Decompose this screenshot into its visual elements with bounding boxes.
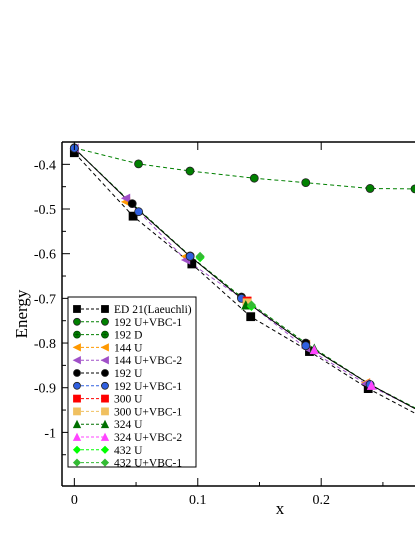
y-tick-label: -0.8 xyxy=(34,337,56,352)
y-tick-label: -0.6 xyxy=(34,248,56,263)
legend-entry: 144 U+VBC-2 xyxy=(72,355,182,367)
legend-entry: 192 U+VBC-1 xyxy=(73,317,182,329)
data-point xyxy=(185,251,195,261)
y-tick-label: -0.7 xyxy=(34,292,56,307)
legend-entry: 144 U xyxy=(72,342,143,354)
legend-entry: 300 U+VBC-1 xyxy=(73,406,182,418)
y-tick-label: -0.9 xyxy=(34,382,56,397)
data-point xyxy=(301,178,311,188)
data-point xyxy=(128,211,138,221)
x-tick-label: 0 xyxy=(71,493,78,508)
legend-label: 324 U xyxy=(114,419,143,431)
legend-entry: 192 U+VBC-1 xyxy=(73,381,182,393)
data-point xyxy=(134,207,144,217)
legend-label: 432 U xyxy=(114,445,143,457)
legend-entry: 300 U xyxy=(73,394,143,406)
series-curve xyxy=(74,147,415,190)
data-point xyxy=(185,166,195,176)
y-tick-label: -0.5 xyxy=(34,203,56,218)
data-point xyxy=(246,300,257,310)
legend-label: ED 21(Laeuchli) xyxy=(114,304,192,316)
data-point xyxy=(366,380,377,390)
legend-label: 144 U xyxy=(114,342,143,354)
legend-entry: 192 U xyxy=(73,368,143,380)
legend-entry: 324 U+VBC-2 xyxy=(72,432,182,444)
legend-entry: 432 U+VBC-1 xyxy=(72,458,182,470)
axes xyxy=(61,141,415,487)
x-axis-title: x xyxy=(276,499,285,518)
legend-label: 192 U xyxy=(114,368,143,380)
y-tick-label: -0.4 xyxy=(34,158,56,173)
data-point xyxy=(301,341,311,351)
legend-label: 192 D xyxy=(114,330,142,342)
data-point xyxy=(134,159,143,169)
y-axis-title: Energy xyxy=(12,289,31,338)
ticks: 0 0.1 0.2 -0.4 -0.5 -0.6 -0.7 -0.8 -0.9 -1 xyxy=(34,141,384,508)
x-tick-label: 0.2 xyxy=(312,493,330,508)
data-point xyxy=(195,251,205,261)
data-point xyxy=(249,173,259,183)
data-point xyxy=(365,184,375,193)
data-point xyxy=(127,199,137,209)
legend-label: 192 U+VBC-1 xyxy=(114,317,182,329)
legend-box xyxy=(67,296,197,468)
data-point xyxy=(120,193,131,203)
legend-entry: 432 U xyxy=(72,445,143,457)
legend-entry: 192 D xyxy=(73,330,142,342)
legend-label: 432 U+VBC-1 xyxy=(114,458,182,470)
legend-label: 144 U+VBC-2 xyxy=(114,355,182,367)
legend-label: 300 U+VBC-1 xyxy=(114,406,182,418)
x-tick-label: 0.1 xyxy=(189,493,207,508)
legend-label: 300 U xyxy=(114,394,143,406)
legend-label: 324 U+VBC-2 xyxy=(114,432,182,444)
data-point xyxy=(410,184,415,194)
legend-label: 192 U+VBC-1 xyxy=(114,381,182,393)
data-point xyxy=(309,344,319,355)
y-tick-label: -1 xyxy=(44,426,56,441)
data-point xyxy=(246,312,256,322)
legend-entry: ED 21(Laeuchli) xyxy=(73,304,192,316)
legend-entry: 324 U xyxy=(72,419,143,431)
